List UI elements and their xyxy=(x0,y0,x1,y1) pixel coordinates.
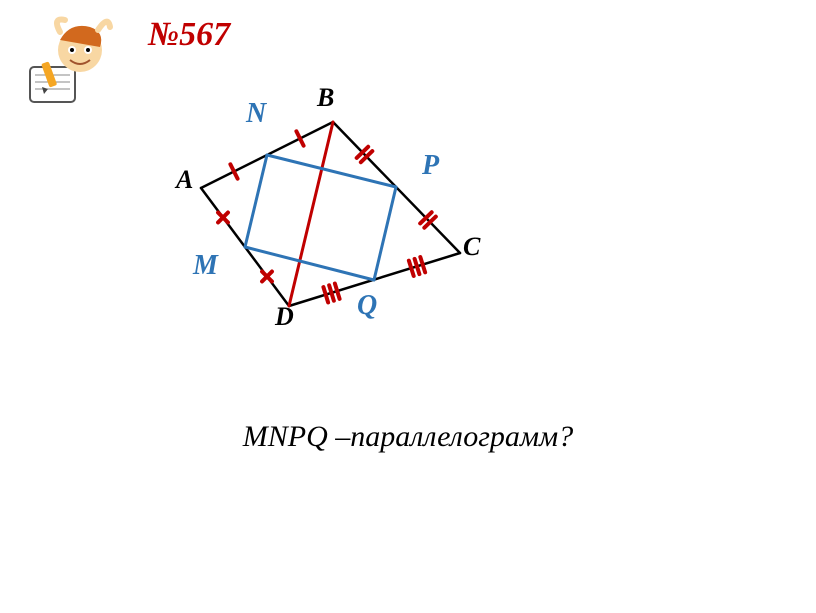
label-d: D xyxy=(275,302,294,332)
label-c: C xyxy=(463,232,480,262)
label-n: N xyxy=(246,98,266,130)
geometry-figure xyxy=(0,0,816,613)
label-q: Q xyxy=(357,290,377,322)
label-p: P xyxy=(422,150,439,182)
label-b: B xyxy=(317,83,334,113)
label-m: M xyxy=(193,250,218,282)
label-a: A xyxy=(176,165,193,195)
question-text: MNPQ –параллелограмм? xyxy=(0,420,816,454)
